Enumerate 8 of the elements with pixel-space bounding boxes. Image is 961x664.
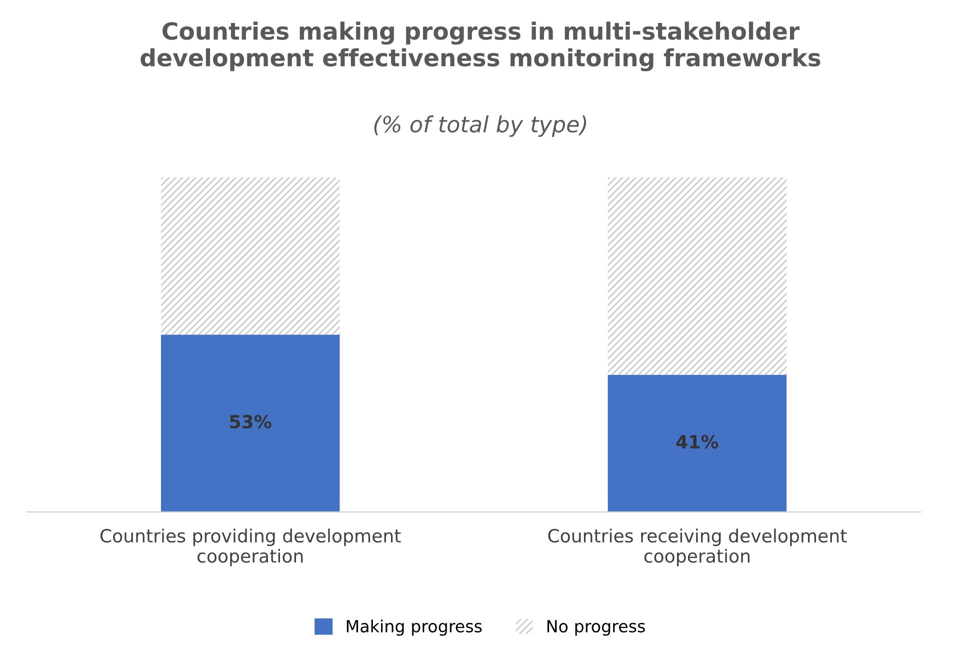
chart-subtitle: (% of total by type) xyxy=(374,115,586,137)
legend-label: Making progress xyxy=(346,620,482,636)
x-tick-label: Countries receiving development cooperation xyxy=(548,528,847,566)
data-label: 53% xyxy=(230,414,272,428)
legend-label: No progress xyxy=(547,620,645,636)
chart-title: Countries making progress in multi-stakeholder development effectiveness monitoring frameworks xyxy=(140,22,820,72)
data-label: 41% xyxy=(676,434,718,449)
x-tick-label: Countries providing development cooperation xyxy=(100,528,401,566)
